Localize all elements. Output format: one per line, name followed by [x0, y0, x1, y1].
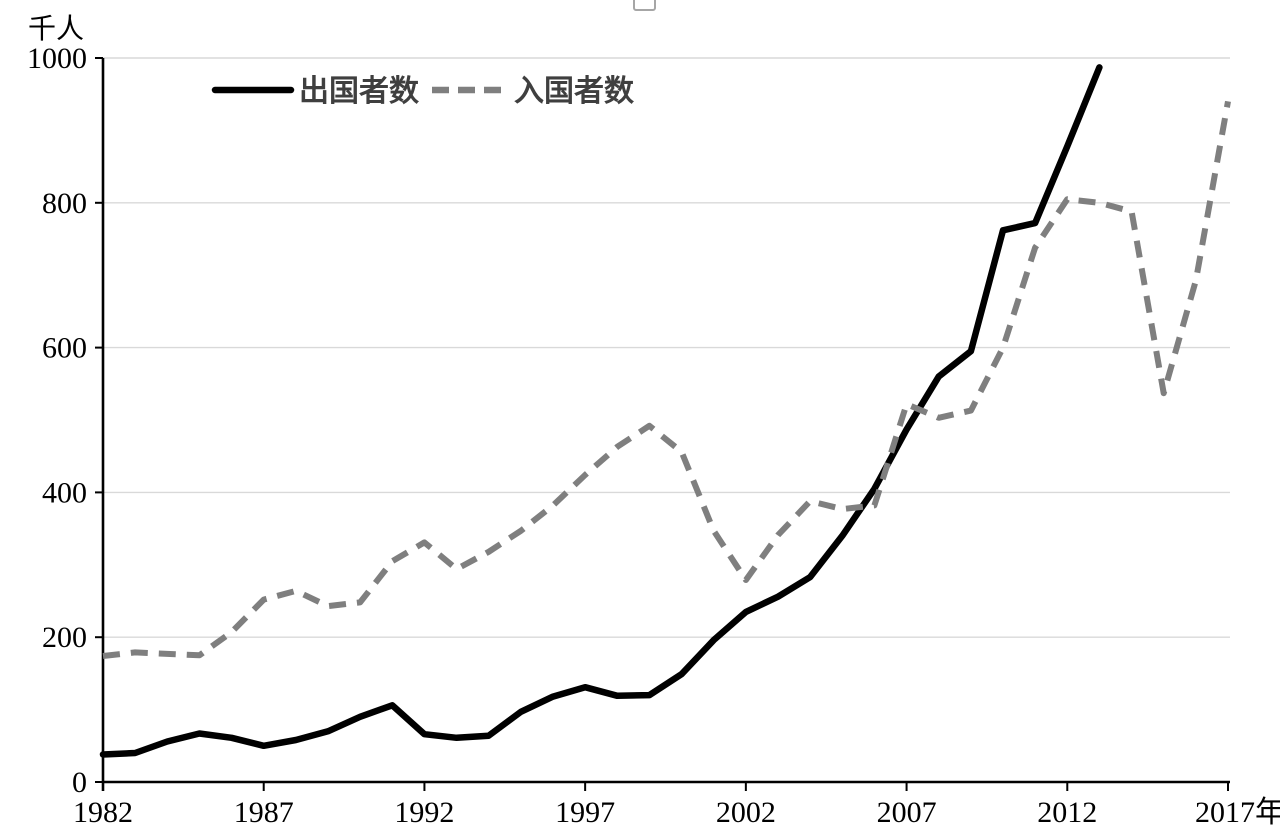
x-tick-label: 1982	[73, 796, 133, 829]
gridlines	[103, 57, 1230, 638]
x-tick-label: 1992	[394, 796, 454, 829]
legend-label-arrivals: 入国者数	[514, 75, 635, 108]
y-tick-label: 400	[42, 476, 87, 509]
legend-label-departures: 出国者数	[299, 75, 420, 108]
y-axis-unit-label: 千人	[28, 14, 84, 45]
y-tick-label: 800	[42, 187, 87, 220]
x-tick-label: 2017年	[1195, 796, 1280, 829]
x-tick-label: 1997	[555, 796, 615, 829]
x-tick-label: 2012	[1037, 796, 1097, 829]
y-tick-label: 200	[42, 621, 87, 654]
x-tick-label: 2007	[877, 796, 937, 829]
legend: 出国者数 入国者数	[211, 75, 635, 108]
series-departures-line[interactable]	[99, 64, 1103, 758]
y-axis-tick-labels: 0 200 400 600 800 1000	[27, 42, 87, 799]
y-tick-label: 600	[42, 332, 87, 365]
series-arrivals-line[interactable]	[102, 100, 1231, 659]
cropped-ui-fragment	[633, 0, 656, 11]
tick-marks	[95, 57, 1229, 791]
x-tick-label: 1987	[234, 796, 294, 829]
y-tick-label: 1000	[27, 42, 87, 75]
axes	[101, 58, 1230, 791]
x-tick-label: 2002	[716, 796, 776, 829]
y-tick-label: 0	[72, 766, 87, 799]
x-axis-tick-labels: 1982 1987 1992 1997 2002 2007 2012 2017年	[73, 796, 1280, 829]
